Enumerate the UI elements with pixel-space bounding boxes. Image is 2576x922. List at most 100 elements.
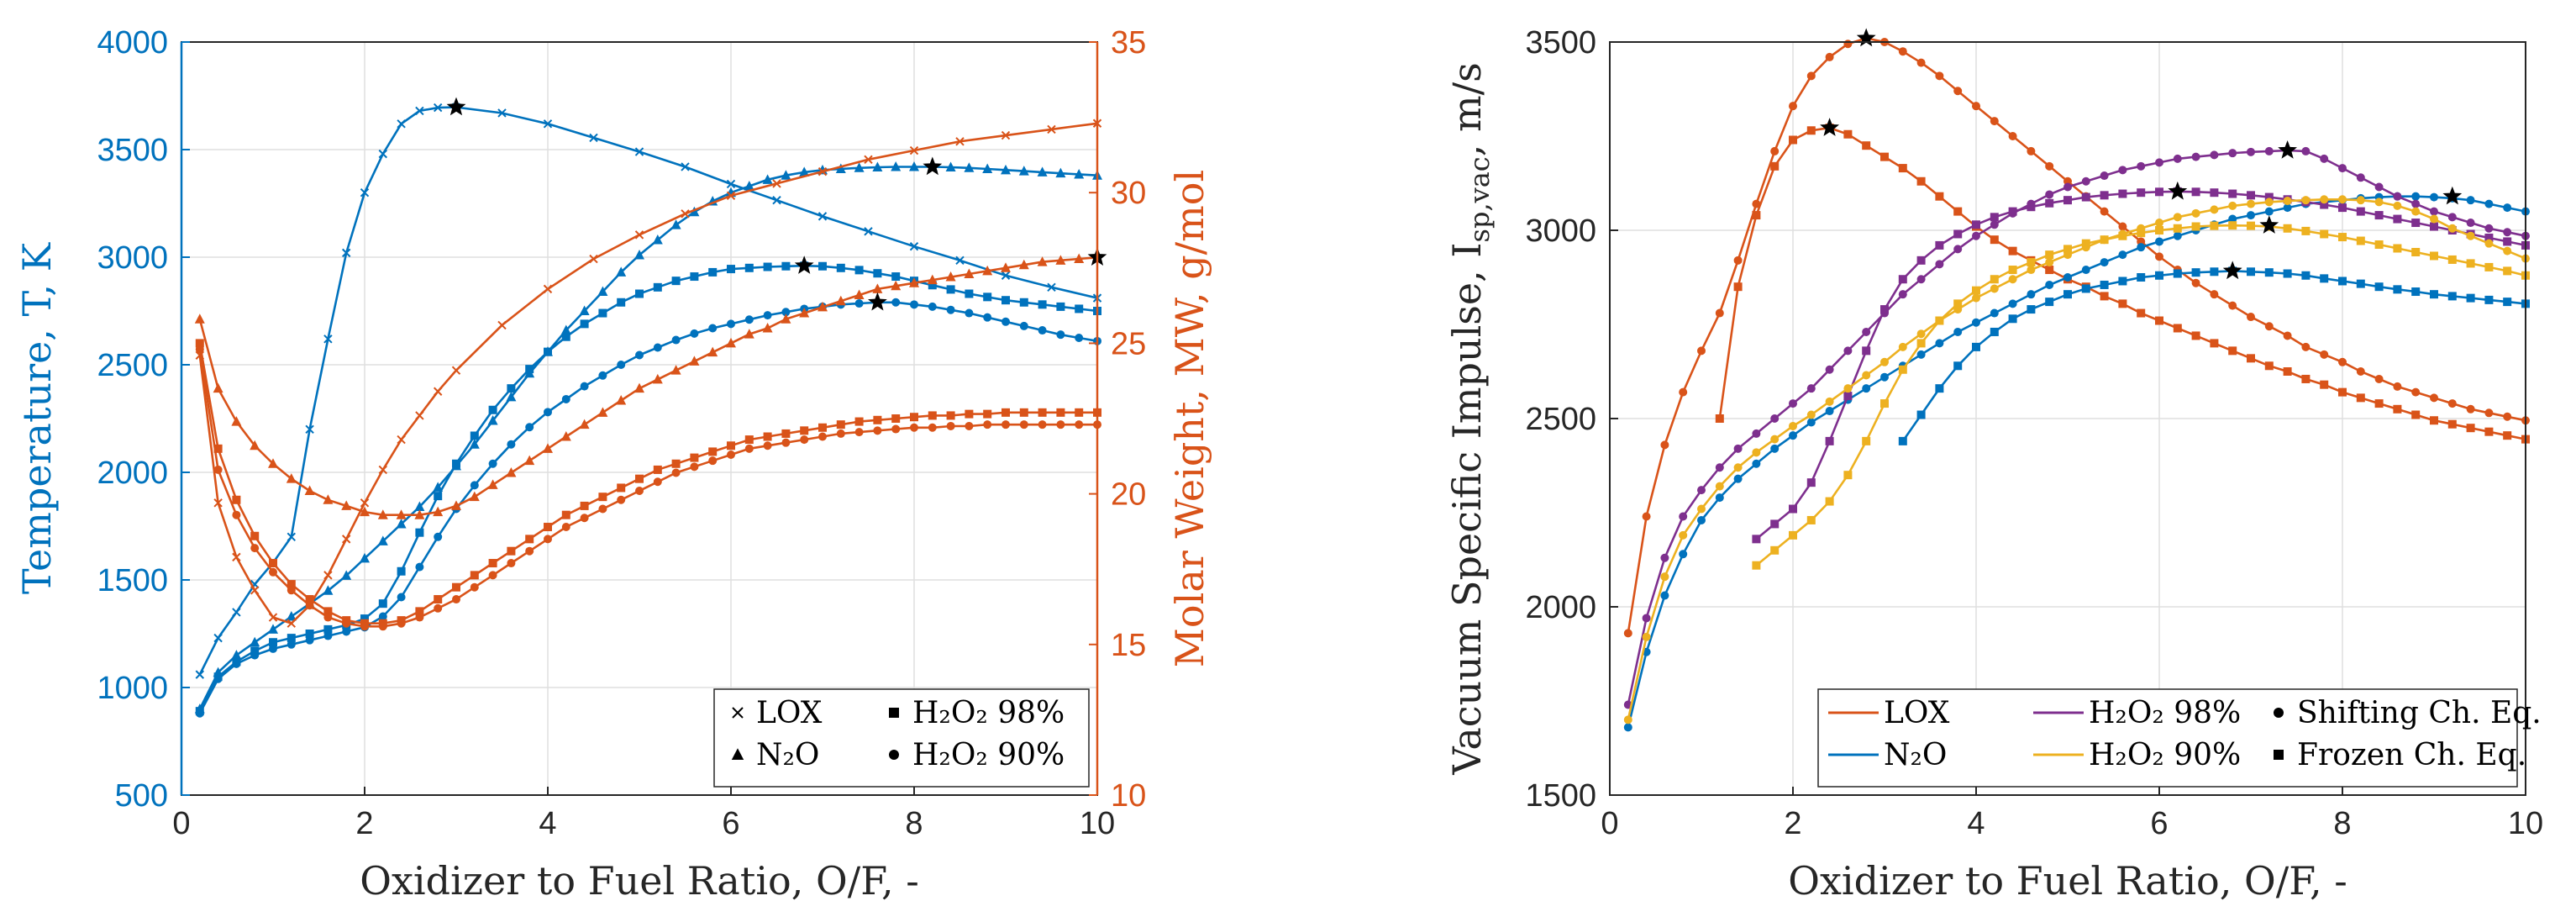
data-point	[1019, 408, 1028, 417]
data-point	[250, 440, 260, 450]
data-point	[910, 300, 918, 309]
data-point	[2356, 173, 2365, 182]
data-point	[1074, 168, 1085, 179]
data-point	[305, 595, 314, 604]
data-point	[1056, 408, 1065, 417]
data-point	[2356, 207, 2365, 216]
data-point	[2118, 231, 2127, 240]
data-point	[946, 421, 955, 430]
data-point	[231, 650, 242, 660]
data-point	[2228, 221, 2237, 230]
data-point	[506, 391, 517, 402]
data-point	[1733, 256, 1743, 265]
data-point	[891, 414, 901, 423]
data-point	[1001, 130, 1011, 140]
data-point	[525, 423, 534, 432]
data-point	[2045, 250, 2054, 260]
data-point	[580, 501, 589, 510]
data-point	[2338, 195, 2347, 204]
data-point	[2283, 224, 2292, 233]
right-y-axis-label: Vacuum Specific Impulse, Isp,vac, m/s	[1444, 62, 1496, 775]
data-point	[763, 432, 772, 441]
data-point	[2484, 427, 2494, 436]
right-y-axis-label-sub: sp,vac	[1464, 156, 1496, 242]
data-point	[955, 256, 965, 266]
data-point	[653, 465, 662, 474]
data-point	[708, 267, 718, 277]
data-point	[1001, 317, 1010, 326]
data-point	[1990, 117, 1999, 126]
data-point	[2503, 412, 2512, 421]
data-point	[2137, 188, 2146, 198]
data-point	[1056, 302, 1065, 311]
data-point	[681, 162, 690, 171]
data-point	[772, 195, 781, 205]
data-point	[964, 268, 975, 278]
data-point	[1770, 414, 1780, 423]
data-point	[772, 179, 781, 188]
legend-label: Shifting Ch. Eq.	[2297, 696, 2542, 730]
data-point	[1898, 365, 1907, 374]
peak-star-marker	[2168, 181, 2188, 200]
data-point	[2356, 367, 2365, 376]
data-point	[286, 473, 297, 483]
data-point	[690, 462, 699, 472]
data-point	[2191, 331, 2200, 340]
data-point	[415, 613, 424, 622]
data-point	[2338, 233, 2347, 242]
x-tick-label: 0	[172, 806, 190, 841]
data-point	[1935, 339, 1944, 348]
data-point	[1916, 58, 1926, 67]
data-point	[434, 603, 443, 613]
data-point	[1825, 497, 1834, 506]
legend-marker-^	[731, 748, 744, 760]
data-point	[763, 441, 772, 450]
data-point	[726, 179, 736, 189]
data-point	[983, 420, 992, 429]
data-point	[452, 582, 460, 592]
data-point	[452, 595, 460, 604]
data-point	[378, 622, 387, 631]
data-point	[469, 439, 480, 449]
data-point	[268, 613, 278, 622]
data-point	[909, 277, 919, 287]
data-point	[1972, 231, 1980, 240]
data-point	[1825, 436, 1834, 445]
data-point	[653, 282, 662, 292]
data-point	[1990, 220, 1999, 229]
data-point	[781, 308, 791, 317]
data-point	[1880, 372, 1889, 382]
data-point	[708, 447, 718, 456]
data-point	[269, 567, 277, 577]
data-point	[2191, 152, 2200, 161]
data-point	[433, 506, 444, 517]
left-chart: 0 2 4 6 8 10 500 1000 1500 2000 2500 3000 3500 4000 10…	[14, 25, 1212, 904]
data-point	[2338, 164, 2347, 173]
x-tick-label: 2	[355, 806, 373, 841]
data-point	[213, 633, 223, 643]
data-point	[597, 286, 608, 296]
data-point	[470, 481, 479, 490]
data-point	[2247, 313, 2255, 322]
data-point	[2264, 198, 2274, 207]
data-point	[433, 387, 443, 396]
legend-label: Frozen Ch. Eq.	[2297, 738, 2526, 772]
data-point	[414, 509, 425, 519]
data-point	[2228, 346, 2237, 356]
data-point	[1843, 346, 1853, 356]
data-point	[360, 498, 370, 508]
data-point	[945, 161, 956, 171]
series-h2o2-90-molar-weight	[195, 345, 1101, 631]
data-point	[2155, 158, 2163, 167]
data-point	[1953, 245, 1963, 254]
data-point	[1642, 632, 1651, 641]
data-point	[1789, 102, 1797, 111]
data-point	[2100, 235, 2109, 245]
data-point	[2045, 161, 2054, 171]
data-point	[2045, 190, 2054, 199]
data-point	[2338, 203, 2347, 213]
data-point	[617, 298, 626, 307]
data-point	[965, 289, 974, 298]
data-point	[2320, 380, 2329, 389]
